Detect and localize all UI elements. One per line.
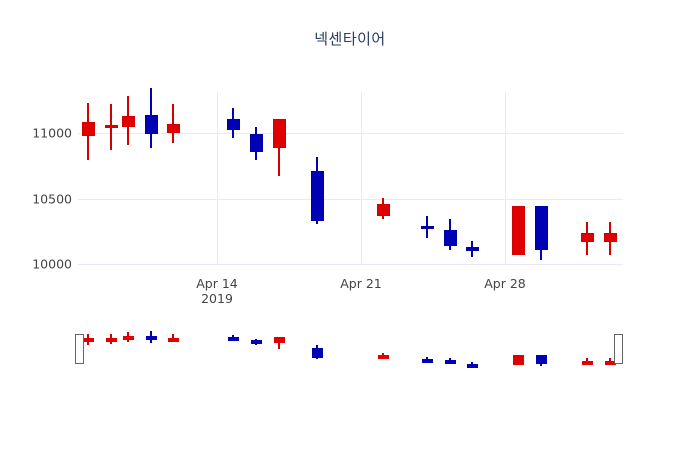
candle-body xyxy=(249,133,263,152)
range-handle-left[interactable] xyxy=(75,334,84,364)
candlestick[interactable] xyxy=(144,87,158,148)
range-slider-candlestick xyxy=(273,337,285,349)
range-slider-body xyxy=(581,360,593,365)
range-slider-candlestick xyxy=(444,357,456,365)
gridline-apr-28 xyxy=(505,92,506,264)
range-slider-candlestick xyxy=(227,334,239,342)
range-slider-body xyxy=(512,355,524,366)
range-slider-candlestick xyxy=(145,330,157,343)
candlestick[interactable] xyxy=(81,102,95,160)
candlestick[interactable] xyxy=(580,222,594,255)
range-slider-body xyxy=(377,354,389,359)
candle-body xyxy=(420,226,434,230)
candle-body xyxy=(144,115,158,134)
y-tick-label-10000: 10000 xyxy=(32,256,72,272)
candlestick[interactable] xyxy=(534,205,548,260)
candlestick[interactable] xyxy=(310,157,324,225)
candle-body xyxy=(443,230,457,246)
candle-body xyxy=(121,115,135,128)
range-slider-body xyxy=(122,336,134,341)
range-slider-wick xyxy=(278,337,280,349)
candlestick[interactable] xyxy=(121,96,135,145)
candlestick[interactable] xyxy=(249,127,263,160)
gridline-11000 xyxy=(78,133,623,134)
range-slider-candlestick xyxy=(421,357,433,364)
range-slider-candlestick xyxy=(82,333,94,346)
range-slider-candlestick xyxy=(122,332,134,343)
candle-body xyxy=(272,119,286,148)
range-slider-candlestick xyxy=(167,333,179,343)
range-slider-body xyxy=(273,337,285,343)
gridline-apr-21 xyxy=(361,92,362,264)
candle-body xyxy=(603,232,617,243)
candlestick[interactable] xyxy=(420,215,434,239)
gridline-10500 xyxy=(78,198,623,200)
gridline-apr-14 xyxy=(217,92,218,264)
candle-body xyxy=(465,247,479,252)
range-slider-candlestick xyxy=(581,358,593,366)
range-slider-candlestick xyxy=(535,355,547,367)
candlestick[interactable] xyxy=(376,197,390,219)
range-slider-body xyxy=(421,359,433,364)
range-slider-candlestick xyxy=(311,344,323,359)
range-slider-body xyxy=(444,360,456,365)
range-slider-candlestick xyxy=(604,358,616,366)
candlestick[interactable] xyxy=(166,104,180,144)
range-slider-candlestick xyxy=(512,355,524,366)
range-slider-body xyxy=(227,337,239,342)
candle-body xyxy=(226,119,240,130)
range-slider-body xyxy=(311,347,323,359)
candle-body xyxy=(580,232,594,243)
range-slider-candlestick xyxy=(105,333,117,344)
range-slider-body xyxy=(250,340,262,345)
range-slider-body xyxy=(466,363,478,368)
candle-body xyxy=(104,124,118,128)
range-slider[interactable] xyxy=(75,318,623,380)
range-slider-candlestick xyxy=(250,338,262,346)
plot-area xyxy=(78,87,623,265)
x-tick-label-apr-21: Apr 21 xyxy=(340,276,382,291)
candlestick[interactable] xyxy=(443,219,457,251)
range-slider-candlestick xyxy=(377,353,389,359)
candle-body xyxy=(166,123,180,133)
range-slider-body xyxy=(82,337,94,342)
candle-body xyxy=(81,122,95,136)
candlestick[interactable] xyxy=(104,104,118,151)
y-tick-label-11000: 11000 xyxy=(32,125,72,141)
candlestick[interactable] xyxy=(603,222,617,255)
range-slider-body xyxy=(535,355,547,365)
candlestick[interactable] xyxy=(226,108,240,139)
range-handle-right[interactable] xyxy=(614,334,623,364)
chart-title: 넥센타이어 xyxy=(314,30,386,48)
x-tick-label-apr-14: Apr 14 2019 xyxy=(196,276,238,306)
range-slider-candlestick xyxy=(466,362,478,368)
range-slider-body xyxy=(604,360,616,365)
y-tick-label-10500: 10500 xyxy=(32,191,72,206)
candlestick[interactable] xyxy=(465,240,479,257)
gridline-10000 xyxy=(78,264,623,265)
candle-body xyxy=(376,203,390,216)
candle-body xyxy=(534,205,548,251)
x-tick-label-apr-28: Apr 28 xyxy=(484,276,526,291)
candle-body xyxy=(310,170,324,222)
candlestick[interactable] xyxy=(511,205,525,255)
range-slider-body xyxy=(167,338,179,343)
candle-wick xyxy=(278,119,280,176)
candle-body xyxy=(511,205,525,255)
candlestick[interactable] xyxy=(272,119,286,176)
range-slider-body xyxy=(145,336,157,341)
range-slider-body xyxy=(105,338,117,343)
